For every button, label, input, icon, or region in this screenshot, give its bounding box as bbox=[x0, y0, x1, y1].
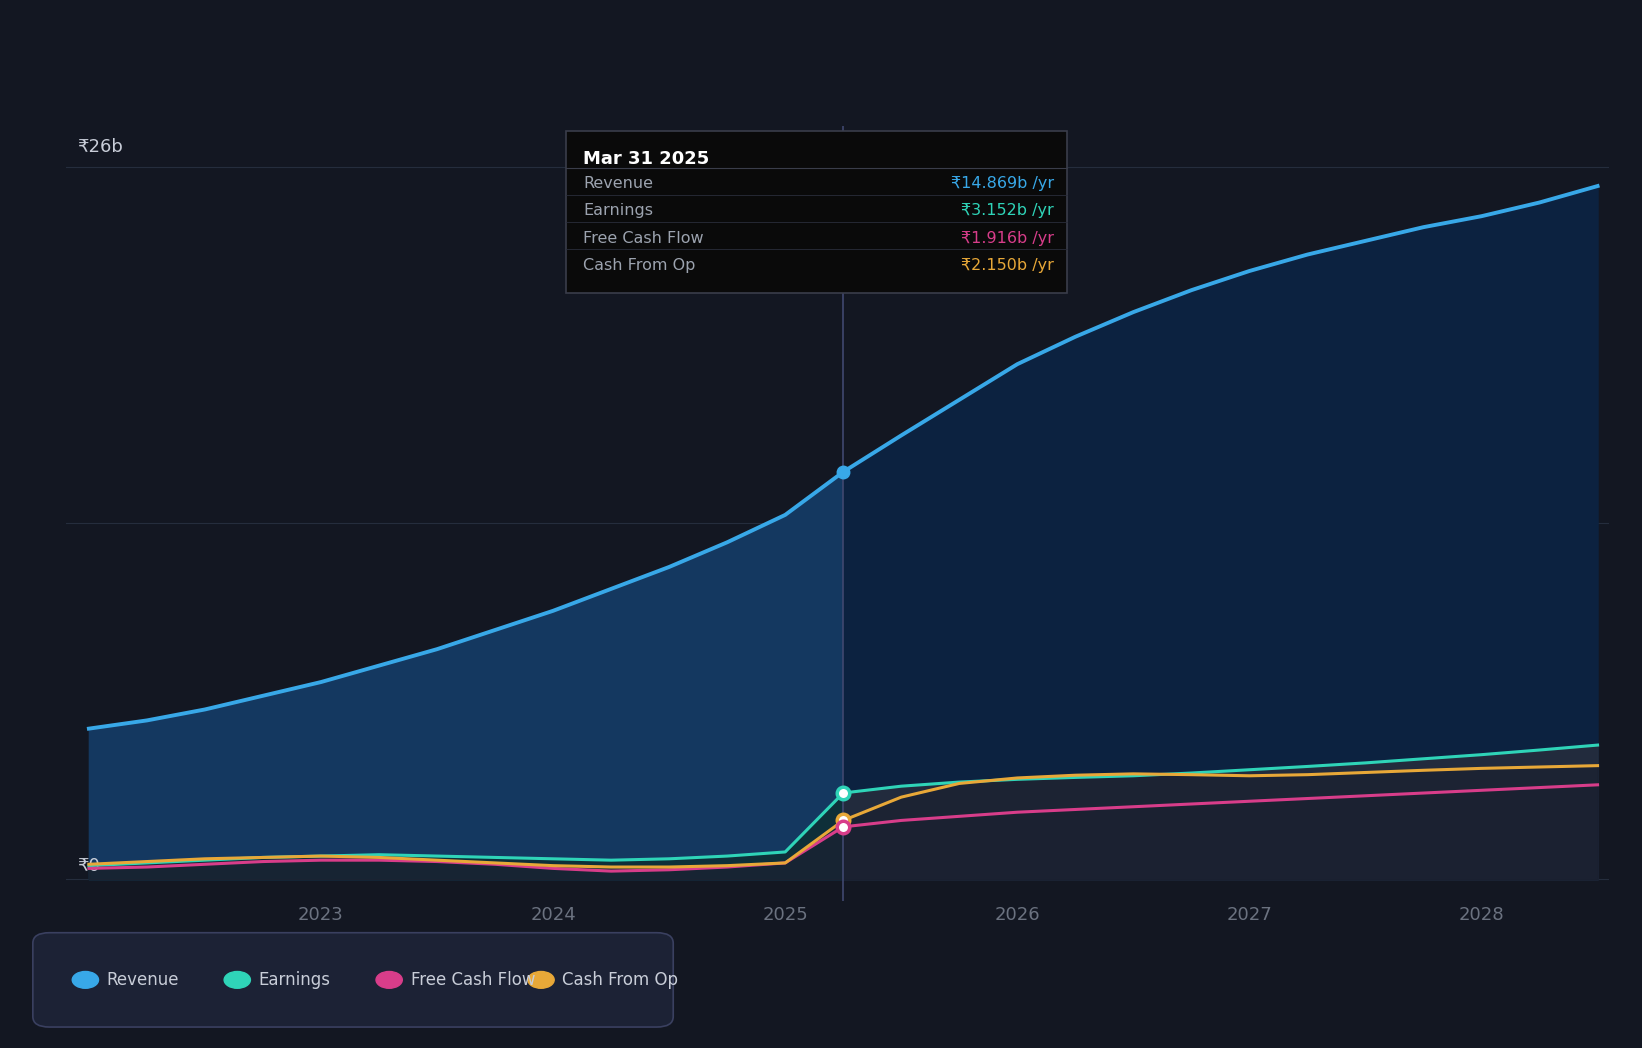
Text: Mar 31 2025: Mar 31 2025 bbox=[583, 150, 709, 168]
Text: Revenue: Revenue bbox=[107, 970, 179, 989]
Text: ₹0: ₹0 bbox=[77, 857, 100, 875]
Text: ₹3.152b /yr: ₹3.152b /yr bbox=[962, 203, 1054, 218]
Text: Cash From Op: Cash From Op bbox=[562, 970, 678, 989]
Text: Free Cash Flow: Free Cash Flow bbox=[583, 231, 703, 245]
Text: Past: Past bbox=[787, 172, 824, 191]
Text: Earnings: Earnings bbox=[583, 203, 654, 218]
Text: ₹14.869b /yr: ₹14.869b /yr bbox=[951, 176, 1054, 191]
Text: Revenue: Revenue bbox=[583, 176, 654, 191]
Text: ₹1.916b /yr: ₹1.916b /yr bbox=[961, 231, 1054, 245]
Text: ₹2.150b /yr: ₹2.150b /yr bbox=[961, 258, 1054, 272]
Text: Earnings: Earnings bbox=[259, 970, 330, 989]
Text: ₹26b: ₹26b bbox=[77, 138, 123, 156]
Text: Analysts Forecasts: Analysts Forecasts bbox=[862, 172, 1030, 191]
Text: Cash From Op: Cash From Op bbox=[583, 258, 695, 272]
Text: Free Cash Flow: Free Cash Flow bbox=[410, 970, 535, 989]
